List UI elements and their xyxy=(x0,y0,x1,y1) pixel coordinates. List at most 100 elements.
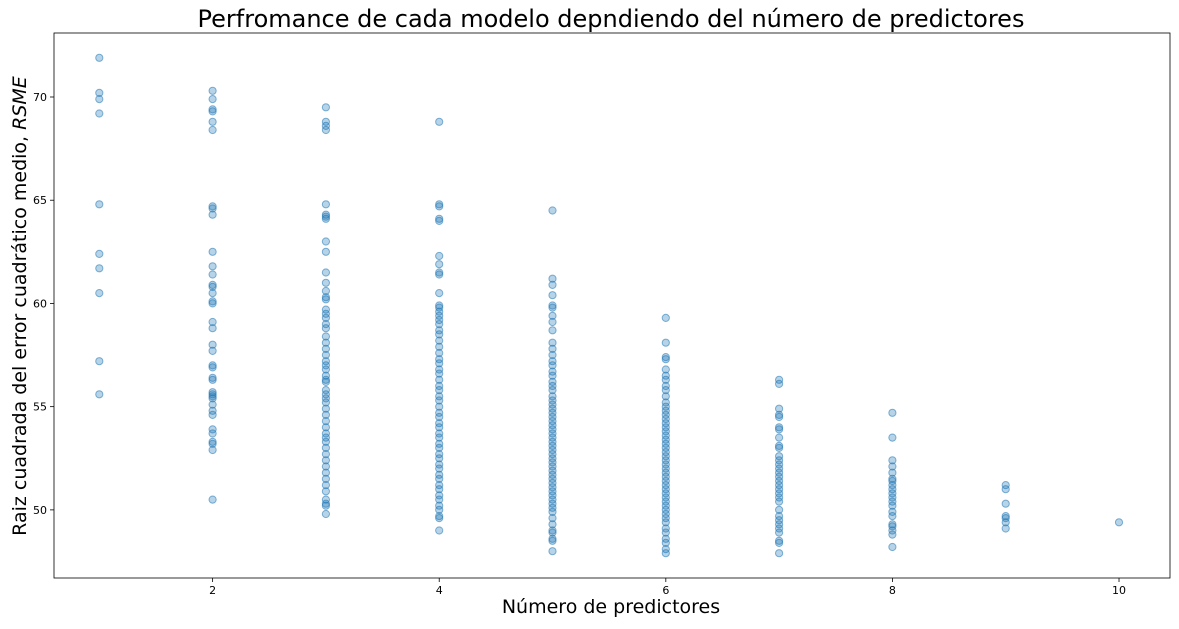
data-point xyxy=(208,390,217,399)
data-point xyxy=(208,247,217,256)
data-point xyxy=(435,429,444,438)
data-point xyxy=(321,332,330,341)
data-point xyxy=(321,361,330,370)
data-point xyxy=(548,280,557,289)
data-point xyxy=(435,412,444,422)
data-point xyxy=(775,536,784,545)
data-point xyxy=(775,441,784,450)
data-point xyxy=(435,439,444,448)
data-point xyxy=(661,431,670,440)
data-point xyxy=(661,528,670,537)
data-point xyxy=(661,549,670,558)
data-point xyxy=(208,204,217,213)
data-point xyxy=(775,485,784,494)
data-point xyxy=(548,301,557,310)
x-tick-label: 2 xyxy=(209,584,216,597)
y-axis-label: Raiz cuadrada del error cuadrático medio… xyxy=(9,76,31,536)
data-point xyxy=(888,485,897,494)
data-point xyxy=(548,206,557,215)
data-point xyxy=(435,326,444,335)
data-point xyxy=(548,350,557,360)
data-point xyxy=(321,286,330,296)
data-point xyxy=(661,375,670,384)
y-axis-label-italic: RSME xyxy=(9,76,31,130)
data-point xyxy=(661,489,670,498)
data-point xyxy=(321,456,330,465)
data-point xyxy=(548,326,557,335)
data-point xyxy=(321,437,330,446)
data-point xyxy=(208,324,217,333)
data-point xyxy=(435,470,444,479)
data-point xyxy=(321,305,330,314)
data-point xyxy=(321,278,330,287)
data-point xyxy=(548,503,557,512)
data-point xyxy=(548,528,557,537)
data-point xyxy=(208,400,217,409)
data-point xyxy=(548,433,557,442)
data-point xyxy=(775,443,784,452)
data-point xyxy=(435,216,444,225)
data-point xyxy=(775,460,784,469)
data-point xyxy=(548,381,557,391)
data-point xyxy=(321,386,330,395)
data-point xyxy=(435,303,444,312)
data-point xyxy=(548,536,557,545)
data-point xyxy=(661,443,670,452)
data-point xyxy=(548,338,557,347)
data-point xyxy=(661,386,670,395)
data-point xyxy=(888,456,897,465)
data-point xyxy=(208,437,217,446)
data-point xyxy=(208,392,217,401)
data-point xyxy=(435,365,444,374)
data-point xyxy=(95,53,104,62)
data-point xyxy=(661,501,670,510)
data-point xyxy=(208,270,217,279)
x-axis-ticks: 2 4 6 8 10 xyxy=(209,578,1126,597)
data-point xyxy=(548,421,557,430)
data-point xyxy=(888,468,897,477)
data-point xyxy=(321,487,330,496)
data-point xyxy=(888,433,897,442)
data-point xyxy=(548,445,557,455)
data-point xyxy=(435,512,444,521)
data-point xyxy=(208,289,217,298)
data-point xyxy=(208,375,217,384)
data-point xyxy=(435,396,444,405)
data-point xyxy=(321,404,330,413)
data-point xyxy=(888,476,897,486)
data-point xyxy=(208,361,217,370)
data-point xyxy=(435,526,444,535)
data-point xyxy=(548,392,557,401)
data-point xyxy=(775,512,784,521)
data-point xyxy=(435,386,444,395)
data-point xyxy=(548,450,557,459)
data-point xyxy=(548,458,557,467)
data-point xyxy=(321,474,330,483)
data-point xyxy=(435,270,444,279)
data-point xyxy=(208,439,217,448)
data-point xyxy=(775,456,784,465)
data-point xyxy=(1114,518,1124,527)
data-point xyxy=(775,497,784,506)
data-point xyxy=(321,125,330,135)
data-point xyxy=(208,425,217,434)
data-point xyxy=(548,417,557,426)
data-point xyxy=(661,485,670,494)
x-tick-label: 8 xyxy=(889,584,896,597)
data-point xyxy=(321,377,330,386)
data-point xyxy=(661,353,670,362)
data-point xyxy=(95,95,104,104)
data-point xyxy=(321,462,330,471)
data-point xyxy=(661,406,670,415)
data-point xyxy=(888,530,897,539)
data-point xyxy=(548,303,557,312)
x-tick-label: 4 xyxy=(436,584,443,597)
data-point xyxy=(548,274,557,283)
data-point xyxy=(208,95,217,104)
data-point xyxy=(208,107,217,116)
data-point xyxy=(548,462,557,471)
data-point xyxy=(548,491,557,500)
data-point xyxy=(208,495,217,504)
data-point xyxy=(775,412,784,422)
data-point xyxy=(95,289,104,298)
